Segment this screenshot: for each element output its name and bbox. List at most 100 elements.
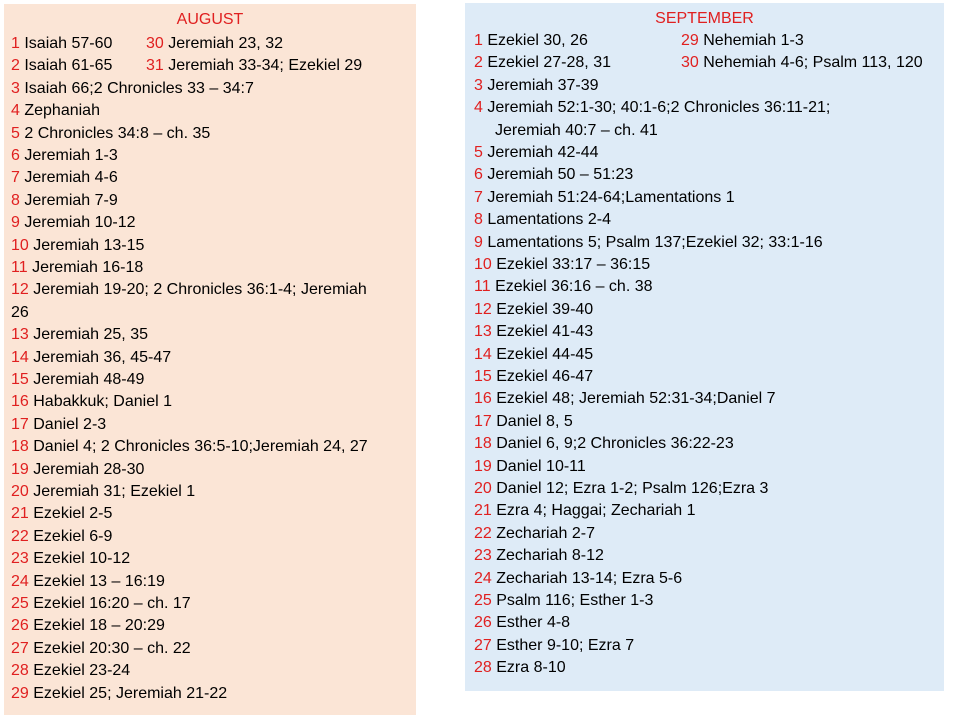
reading-text: Jeremiah 23, 32 (168, 35, 283, 52)
reading-entry: 2 Ezekiel 27-28, 31 (474, 52, 611, 74)
reading-entry: 14 Jeremiah 36, 45-47 (11, 347, 171, 369)
reading-entry: 15 Ezekiel 46-47 (474, 366, 593, 388)
reading-entry: 12 Jeremiah 19-20; 2 Chronicles 36:1-4; … (11, 279, 367, 301)
reading-entry: 10 Ezekiel 33:17 – 36:15 (474, 254, 650, 276)
reading-entry: 23 Ezekiel 10-12 (11, 548, 130, 570)
reading-entry: 29 Ezekiel 25; Jeremiah 21-22 (11, 683, 227, 705)
day-number: 5 (474, 144, 483, 161)
reading-entry: 1 Ezekiel 30, 26 (474, 30, 588, 52)
reading-text: Daniel 10-11 (496, 457, 586, 475)
reading-text: Jeremiah 37-39 (487, 76, 599, 94)
reading-entry: 16 Ezekiel 48; Jeremiah 52:31-34;Daniel … (474, 388, 776, 410)
reading-entry: 20 Jeremiah 31; Ezekiel 1 (11, 481, 195, 503)
reading-text: Ezekiel 18 – 20:29 (33, 617, 165, 635)
reading-entry: 28 Ezekiel 23-24 (11, 660, 130, 682)
day-number: 9 (11, 214, 20, 232)
reading-text: Ezekiel 2-5 (33, 505, 113, 523)
day-number: 19 (474, 457, 492, 475)
reading-text: Ezekiel 13 – 16:19 (33, 572, 165, 590)
reading-entry: 7 Jeremiah 4-6 (11, 167, 118, 189)
august-panel: AUGUST 1 Isaiah 57-60 2 Isaiah 61-65 3 Isa… (4, 4, 416, 715)
reading-text: Jeremiah 28-30 (33, 460, 145, 478)
reading-text: Nehemiah 1-3 (703, 32, 804, 49)
reading-text: Zechariah 8-12 (496, 547, 604, 565)
reading-entry: 11 Jeremiah 16-18 (11, 257, 143, 279)
day-number: 27 (474, 636, 492, 654)
september-panel: SEPTEMBER 1 Ezekiel 30, 26 2 Ezekiel 27-2… (465, 3, 944, 691)
day-number: 15 (11, 371, 29, 388)
reading-entry: 5 2 Chronicles 34:8 – ch. 35 (11, 123, 210, 145)
reading-text: Ezekiel 39-40 (496, 300, 594, 318)
reading-entry: 27 Esther 9-10; Ezra 7 (474, 635, 634, 657)
reading-entry: 19 Daniel 10-11 (474, 456, 586, 478)
day-number: 25 (474, 592, 492, 609)
day-number: 29 (11, 684, 29, 702)
day-number: 20 (474, 480, 492, 497)
reading-text: Jeremiah 13-15 (33, 236, 145, 254)
reading-text: Jeremiah 19-20; 2 Chronicles 36:1-4; Jer… (33, 281, 367, 299)
day-number: 9 (474, 233, 483, 251)
day-number: 2 (11, 57, 20, 75)
reading-text: Jeremiah 36, 45-47 (33, 348, 172, 366)
day-number: 3 (11, 79, 20, 97)
reading-text: Ezekiel 27-28, 31 (487, 54, 611, 72)
reading-text: Jeremiah 51:24-64;Lamentations 1 (487, 188, 735, 206)
reading-text: Jeremiah 52:1-30; 40:1-6;2 Chronicles 36… (487, 99, 831, 117)
day-number: 26 (11, 617, 29, 635)
day-number: 24 (474, 569, 492, 587)
day-number: 28 (11, 662, 29, 680)
day-number: 7 (474, 188, 483, 206)
day-number: 6 (11, 147, 20, 164)
reading-entry: 25 Ezekiel 16:20 – ch. 17 (11, 593, 191, 615)
day-number: 25 (11, 595, 29, 612)
reading-text: Jeremiah 4-6 (24, 169, 118, 187)
reading-entry: 10 Jeremiah 13-15 (11, 235, 144, 257)
reading-entry: 24 Zechariah 13-14; Ezra 5-6 (474, 568, 682, 590)
reading-entry: 21 Ezra 4; Haggai; Zechariah 1 (474, 500, 695, 522)
reading-text: Ezekiel 10-12 (33, 550, 131, 568)
reading-text: Ezekiel 20:30 – ch. 22 (33, 639, 191, 657)
day-number: 11 (474, 278, 491, 296)
day-number: 1 (11, 35, 20, 52)
reading-text: Isaiah 57-60 (24, 35, 113, 52)
september-title: SEPTEMBER (655, 10, 754, 27)
day-number: 3 (474, 76, 483, 94)
day-number: 12 (474, 300, 492, 318)
reading-text: Ezekiel 33:17 – 36:15 (496, 256, 651, 273)
reading-text: Daniel 8, 5 (496, 412, 573, 430)
day-number: 30 (681, 54, 699, 72)
reading-text: Esther 4-8 (496, 614, 571, 632)
reading-entry: 15 Jeremiah 48-49 (11, 369, 144, 391)
day-number: 22 (11, 527, 29, 545)
reading-entry: 6 Jeremiah 50 – 51:23 (474, 164, 633, 186)
day-number: 17 (11, 415, 29, 433)
day-number: 31 (146, 57, 164, 75)
reading-text: Isaiah 61-65 (24, 57, 113, 75)
day-number: 4 (474, 99, 483, 117)
reading-entry: 22 Ezekiel 6-9 (11, 526, 112, 548)
reading-entry: 25 Psalm 116; Esther 1-3 (474, 590, 653, 612)
reading-text: Daniel 4; 2 Chronicles 36:5-10;Jeremiah … (33, 438, 368, 456)
reading-text: Ezekiel 41-43 (496, 323, 594, 341)
day-number: 30 (146, 35, 164, 52)
day-number: 17 (474, 412, 492, 430)
reading-entry: 31 Jeremiah 33-34; Ezekiel 29 (146, 55, 362, 77)
reading-text: Ezra 8-10 (496, 659, 566, 677)
day-number: 5 (11, 124, 20, 142)
reading-entry: 20 Daniel 12; Ezra 1-2; Psalm 126;Ezra 3 (474, 478, 768, 500)
reading-entry: 19 Jeremiah 28-30 (11, 459, 144, 481)
day-number: 13 (474, 323, 492, 341)
reading-entry: 29 Nehemiah 1-3 (681, 30, 804, 52)
day-number: 1 (474, 32, 483, 49)
reading-entry: 14 Ezekiel 44-45 (474, 344, 593, 366)
reading-text: Esther 9-10; Ezra 7 (496, 636, 635, 654)
reading-text: Daniel 2-3 (33, 415, 107, 433)
reading-text: Ezekiel 6-9 (33, 527, 113, 545)
reading-entry: 16 Habakkuk; Daniel 1 (11, 391, 172, 413)
day-number: 20 (11, 483, 29, 500)
reading-entry: 28 Ezra 8-10 (474, 657, 566, 679)
day-number: 19 (11, 460, 29, 478)
day-number: 14 (11, 348, 29, 366)
reading-text: Jeremiah 31; Ezekiel 1 (33, 483, 196, 500)
day-number: 21 (474, 502, 492, 520)
